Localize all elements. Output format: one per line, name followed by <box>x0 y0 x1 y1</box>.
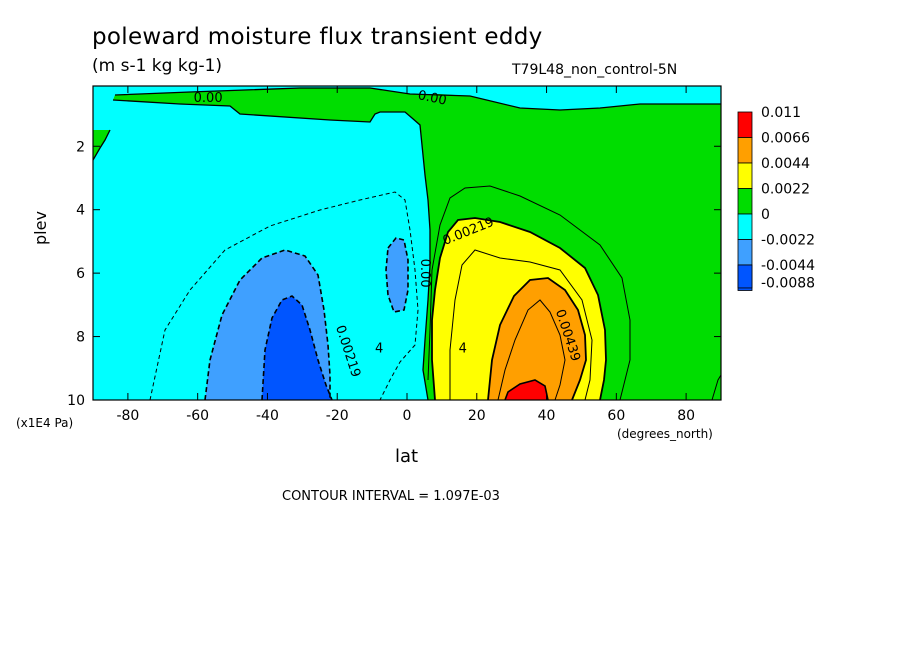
x-tick-label: 80 <box>677 408 695 424</box>
contour-pos4 <box>487 277 587 400</box>
y-tick-label: 10 <box>67 393 85 409</box>
y-tick-label: 6 <box>76 266 85 282</box>
colorbar-label: 0.0022 <box>761 182 810 198</box>
contour-label: 0.00 <box>416 88 447 109</box>
contour-label: 4 <box>459 341 467 356</box>
contour-zero-west <box>93 129 111 161</box>
x-tick-label: -80 <box>116 408 139 424</box>
field-negative-island <box>386 238 408 312</box>
contour-zero-upper <box>114 87 721 111</box>
y-tick-label: 4 <box>76 203 85 219</box>
colorbar-swatch <box>737 111 753 138</box>
contour-neg-island-dashed <box>385 237 409 313</box>
contour-zero-top <box>112 99 431 400</box>
y-axis-unit: (x1E4 Pa) <box>16 416 74 430</box>
contour-interval: CONTOUR INTERVAL = 1.097E-03 <box>282 489 500 504</box>
contour-neg3-dashed <box>261 295 333 400</box>
colorbar-label: 0 <box>761 207 770 223</box>
colorbar-label: 0.0044 <box>761 156 810 172</box>
contour-neg1-dashed <box>149 191 419 400</box>
contour-pos6 <box>504 379 549 400</box>
colorbar-swatch <box>737 162 753 189</box>
colorbar: 0.011 0.0066 0.0044 0.0022 0 -0.0022 -0.0044 -0… <box>737 105 815 292</box>
contour-pos1 <box>427 185 631 400</box>
colorbar-label: -0.0022 <box>761 233 815 249</box>
contour-label: 0.00 <box>417 259 432 288</box>
colorbar-swatch-min <box>737 264 753 289</box>
contour-pos3 <box>449 249 593 400</box>
colorbar-swatch <box>737 137 753 164</box>
colorbar-swatch <box>737 213 753 240</box>
contour-label: 0.00 <box>194 91 223 106</box>
contour-line-layer <box>93 87 721 400</box>
x-tick-label: -40 <box>256 408 279 424</box>
colorbar-label: -0.0044 <box>761 258 815 274</box>
colorbar-label: -0.0088 <box>761 276 815 292</box>
x-tick-label: 60 <box>607 408 625 424</box>
contour-pos2 <box>431 217 607 400</box>
chart-units: (m s-1 kg kg-1) <box>92 56 223 76</box>
case-label: T79L48_non_control-5N <box>512 62 678 78</box>
contour-east <box>711 374 721 400</box>
colorbar-swatch <box>737 239 753 266</box>
chart-title: poleward moisture flux transient eddy <box>92 24 543 50</box>
y-tick-label: 2 <box>76 139 85 155</box>
contour-label: 4 <box>375 341 383 356</box>
x-tick-label: 0 <box>403 408 412 424</box>
x-axis-label: lat <box>395 446 419 467</box>
contour-pos5 <box>497 299 566 400</box>
colorbar-label: 0.0066 <box>761 131 810 147</box>
field-positive-large <box>488 278 586 400</box>
colorbar-swatch <box>737 188 753 215</box>
x-tick-label: -20 <box>326 408 349 424</box>
field-negative-core <box>262 296 332 400</box>
contour-fill-layer <box>93 86 721 400</box>
y-tick-label: 8 <box>76 330 85 346</box>
y-ticks: 2 4 6 8 10 <box>67 139 721 409</box>
x-axis-unit: (degrees_north) <box>617 427 713 441</box>
x-tick-label: 40 <box>538 408 556 424</box>
x-tick-label: -60 <box>186 408 209 424</box>
colorbar-label: 0.011 <box>761 105 801 121</box>
contour-neg2-dashed <box>204 249 331 400</box>
x-ticks: -80 -60 -40 -20 0 20 40 60 80 <box>116 86 695 424</box>
field-positive-core <box>505 380 548 400</box>
x-tick-label: 20 <box>468 408 486 424</box>
